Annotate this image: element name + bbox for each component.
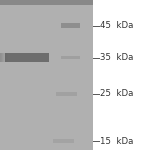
FancyBboxPatch shape [61, 56, 80, 59]
FancyBboxPatch shape [56, 92, 76, 96]
FancyBboxPatch shape [61, 23, 80, 28]
FancyBboxPatch shape [2, 53, 3, 62]
FancyBboxPatch shape [4, 53, 5, 62]
Text: 35  kDa: 35 kDa [100, 53, 134, 62]
FancyBboxPatch shape [0, 53, 1, 62]
FancyBboxPatch shape [93, 0, 150, 150]
FancyBboxPatch shape [4, 53, 50, 62]
FancyBboxPatch shape [6, 53, 7, 62]
FancyBboxPatch shape [0, 0, 93, 150]
FancyBboxPatch shape [3, 53, 4, 62]
FancyBboxPatch shape [5, 53, 6, 62]
FancyBboxPatch shape [52, 139, 74, 143]
Text: 45  kDa: 45 kDa [100, 21, 134, 30]
Text: 25  kDa: 25 kDa [100, 89, 134, 98]
FancyBboxPatch shape [0, 0, 93, 4]
Text: 15  kDa: 15 kDa [100, 136, 134, 146]
FancyBboxPatch shape [1, 53, 2, 62]
